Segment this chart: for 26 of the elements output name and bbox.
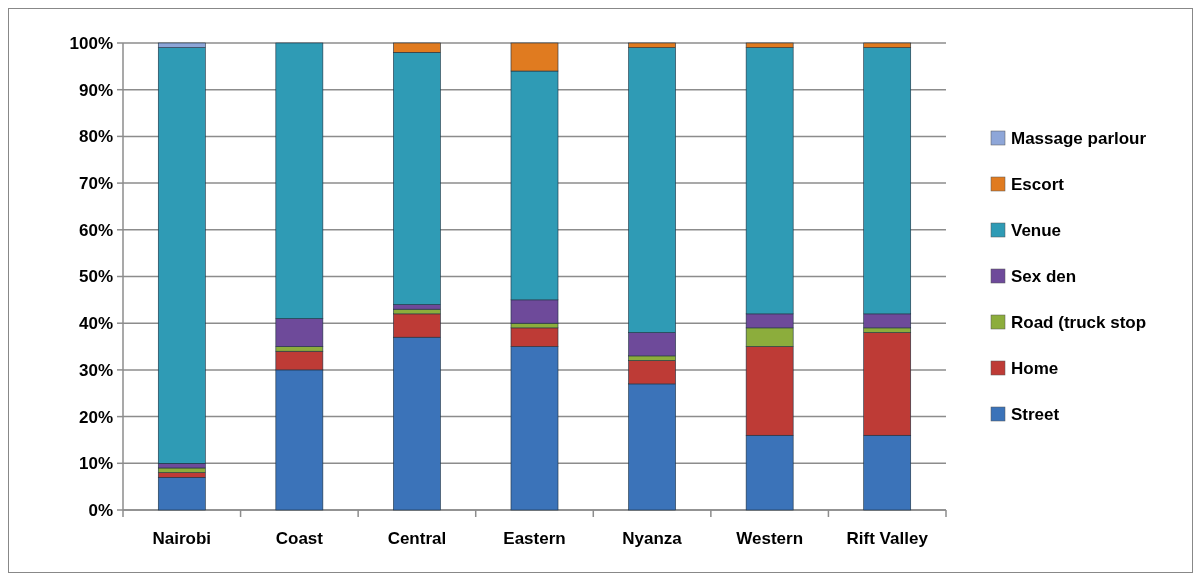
y-tick-label: 40%: [78, 314, 113, 334]
x-tick-label: Coast: [275, 529, 324, 548]
x-tick-label: Central: [387, 529, 447, 548]
x-tick-label: Rift Valley: [846, 529, 929, 548]
y-tick-label: 60%: [78, 220, 113, 240]
y-tick-label: 0%: [88, 500, 113, 520]
x-tick-label: Western: [736, 529, 804, 548]
y-tick-label: 70%: [78, 174, 113, 194]
y-tick-label: 80%: [78, 127, 113, 147]
y-tick-label: 10%: [78, 454, 113, 474]
x-tick-label: Nyanza: [622, 529, 683, 548]
legend-label: Massage parlour: [1011, 128, 1147, 148]
y-tick-label: 90%: [78, 80, 113, 100]
legend-label: Street: [1011, 404, 1060, 424]
legend-label: Venue: [1011, 220, 1062, 240]
legend-label: Road (truck stop: [1011, 312, 1147, 332]
y-tick-label: 30%: [78, 360, 113, 380]
legend-label: Home: [1011, 358, 1059, 378]
y-tick-label: 50%: [78, 267, 113, 287]
x-tick-label: Nairobi: [152, 529, 212, 548]
bar: [157, 477, 206, 511]
y-tick-label: 20%: [78, 407, 113, 427]
x-tick-label: Eastern: [503, 529, 566, 548]
legend-label: Sex den: [1011, 266, 1077, 286]
legend-label: Escort: [1011, 174, 1065, 194]
y-tick-label: 100%: [69, 33, 113, 53]
